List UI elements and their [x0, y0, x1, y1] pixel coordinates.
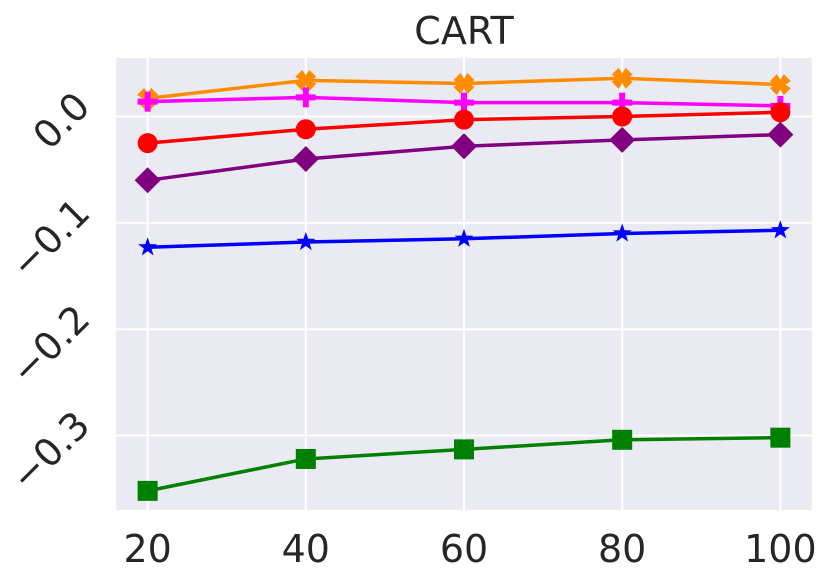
data-point [454, 439, 474, 460]
data-point [612, 223, 632, 242]
data-point [767, 121, 794, 148]
data-point [295, 87, 316, 108]
data-point [454, 92, 474, 113]
data-point [137, 480, 158, 501]
x-tick-label: 60 [440, 527, 488, 571]
y-tick-label: 0.0 [25, 84, 99, 158]
data-point [292, 146, 319, 173]
data-point [611, 67, 633, 89]
chart-title: CART [414, 9, 514, 53]
x-tick-label: 40 [282, 527, 330, 571]
series-x [137, 67, 791, 109]
x-tick-labels: 20 40 60 80 100 [123, 527, 816, 571]
data-point [295, 448, 316, 469]
data-point [770, 220, 790, 239]
data-point [451, 133, 477, 160]
data-point [612, 92, 633, 113]
data-point [137, 91, 158, 112]
data-point [295, 69, 317, 91]
data-point [770, 102, 791, 123]
data-point [134, 167, 161, 194]
series-diamond [134, 121, 794, 194]
data-point [296, 231, 316, 251]
data-point [453, 73, 475, 95]
data-point [609, 126, 636, 153]
series-circle [137, 102, 791, 154]
data-point [612, 429, 633, 450]
data-point [454, 109, 474, 130]
y-tick-labels: 0.0 −0.1 −0.2 −0.3 [2, 84, 98, 499]
y-tick-label: −0.3 [2, 403, 98, 499]
data-point [137, 133, 158, 154]
data-point [138, 237, 158, 256]
data-point [295, 119, 316, 140]
y-tick-label: −0.1 [2, 190, 98, 286]
data-point [770, 427, 791, 448]
data-point [612, 106, 633, 127]
y-tick-label: −0.2 [2, 296, 98, 392]
data-point [454, 228, 474, 247]
series-star [138, 220, 790, 256]
x-tick-label: 80 [598, 527, 646, 571]
series-layer [134, 67, 794, 501]
series-square [137, 427, 791, 501]
data-point [769, 74, 791, 96]
x-tick-label: 20 [123, 527, 171, 571]
x-tick-label: 100 [744, 527, 817, 571]
